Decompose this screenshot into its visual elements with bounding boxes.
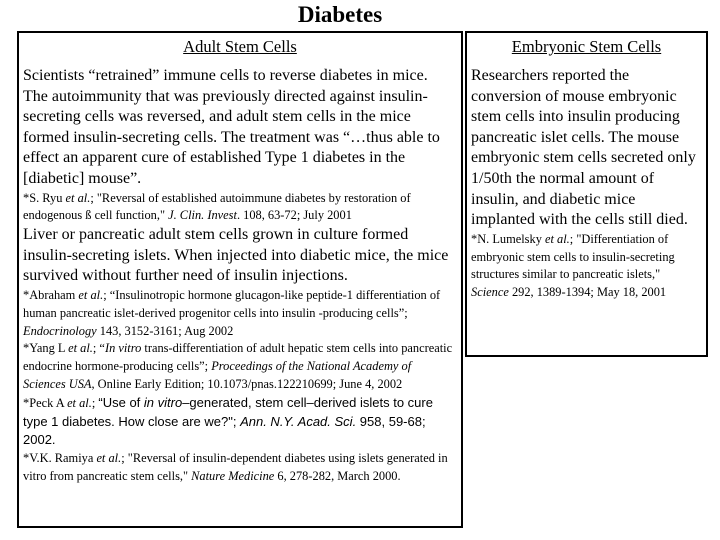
text-segment: ; “ [92,341,105,356]
paragraph: Liver or pancreatic adult stem cells gro… [23,225,456,287]
text-segment: et al. [545,231,570,246]
text-segment: ; [91,395,99,410]
embryonic-stem-cells-panel: Embryonic Stem Cells Researchers reporte… [465,31,708,357]
adult-stem-cells-header: Adult Stem Cells [183,37,297,56]
text-segment: et al. [65,190,91,205]
text-segment: Science [471,285,509,300]
text-segment: ; "Reversal of established autoimmune di… [23,190,411,223]
citation: *Yang L et al.; “In vitro trans-differen… [23,340,456,393]
text-segment: , Online Early Edition; 10.1073/pnas.122… [91,376,403,391]
text-segment: 6, 278-282, March 2000. [274,468,401,483]
citation: *N. Lumelsky et al.; "Differentiation of… [471,231,701,302]
text-segment: *Peck A [23,395,68,410]
text-segment: ; “Insulinotropic hormone glucagon-like … [23,287,441,320]
text-segment: trans-differentiation of adult hepatic s… [23,341,453,374]
text-segment: *Yang L [23,341,69,356]
text-segment: Liver or pancreatic adult stem cells gro… [23,226,449,285]
text-segment: “Use of [98,394,144,410]
text-segment: *N. Lumelsky [471,231,545,246]
citation: *S. Ryu et al.; "Reversal of established… [23,190,456,226]
citation: *Abraham et al.; “Insulinotropic hormone… [23,287,456,340]
paragraph: Researchers reported the conversion of m… [471,66,701,231]
text-segment: Nature Medicine [191,468,275,483]
text-segment: . 108, 63-72; July 2001 [236,208,352,223]
text-segment: 143, 3152-3161; Aug 2002 [96,323,234,338]
citation: *V.K. Ramiya et al.; "Reversal of insuli… [23,450,456,486]
text-segment: et al. [67,395,92,410]
text-segment: *S. Ryu [23,190,66,205]
adult-stem-cells-panel: Adult Stem Cells Scientists “retrained” … [17,31,463,528]
text-segment: 958, 59-68; 2002. [23,413,426,448]
text-segment: et al. [78,287,104,302]
text-segment: J. Clin. Invest [168,208,237,223]
text-segment: Proceedings of the National Academy of S… [23,359,412,391]
text-segment: –generated, stem cell–derived islets to … [23,394,433,429]
text-segment: et al. [68,341,93,356]
embryonic-stem-cells-header: Embryonic Stem Cells [511,37,662,56]
text-segment: Scientists “retrained” immune cells to r… [23,67,440,187]
text-segment: Endocrinology [23,323,97,338]
text-segment: 292, 1389-1394; May 18, 2001 [508,285,667,300]
citation: *Peck A et al.; “Use of in vitro–generat… [23,394,456,450]
text-segment: in vitro [143,394,183,410]
text-segment: ; "Reversal of insulin-dependent diabete… [23,451,448,483]
text-segment: et al. [96,451,122,466]
text-segment: ; "Differentiation of embryonic stem cel… [471,231,675,282]
paragraph: Scientists “retrained” immune cells to r… [23,66,456,190]
adult-stem-cells-text: Scientists “retrained” immune cells to r… [19,66,461,486]
text-segment: Researchers reported the conversion of m… [471,67,696,229]
embryonic-stem-cells-text: Researchers reported the conversion of m… [467,66,706,302]
text-segment: In vitro [104,341,142,356]
page-title: Diabetes [297,2,383,27]
text-segment: *Abraham [23,287,79,302]
text-segment: Ann. N.Y. Acad. Sci. [240,413,357,429]
text-segment: *V.K. Ramiya [23,451,97,466]
